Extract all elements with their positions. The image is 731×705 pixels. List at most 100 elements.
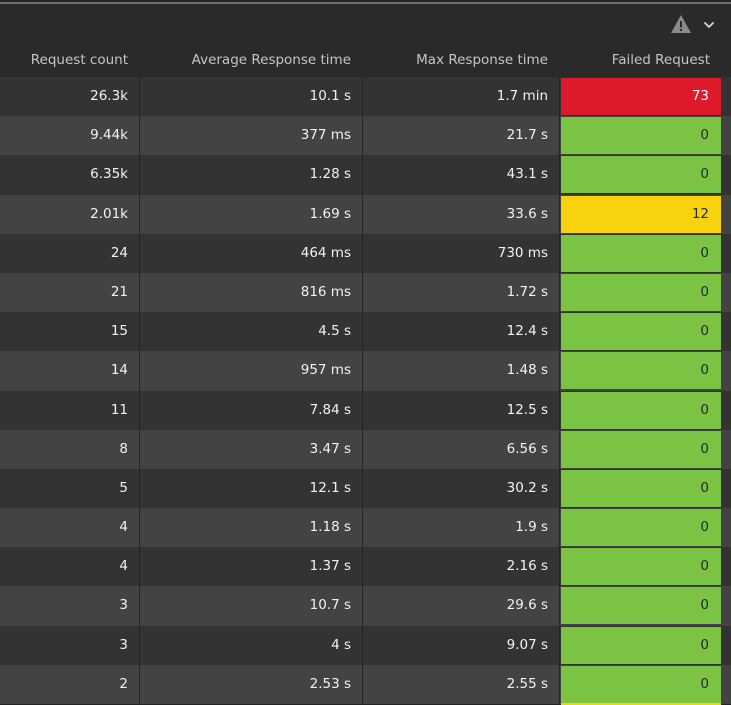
table-row[interactable]: 6.35k 1.28 s 43.1 s 0	[0, 155, 731, 195]
column-divider	[362, 390, 363, 430]
failed-request-value: 0	[700, 401, 709, 418]
max-response-time-cell: 9.07 s	[506, 636, 548, 653]
column-divider	[362, 272, 363, 313]
max-response-time-cell: 29.6 s	[506, 597, 548, 614]
average-response-time-cell: 957 ms	[300, 362, 351, 379]
column-divider	[139, 351, 140, 391]
chevron-down-icon[interactable]	[702, 17, 716, 31]
average-response-time-cell: 2.53 s	[309, 675, 351, 692]
column-divider	[139, 625, 140, 665]
request-count-cell: 14	[110, 362, 128, 379]
table-row[interactable]: 24 464 ms 730 ms 0	[0, 233, 731, 273]
column-divider	[559, 194, 560, 234]
column-divider	[139, 116, 140, 156]
average-response-time-cell: 1.37 s	[309, 558, 351, 575]
failed-request-status-cell: 12	[561, 195, 721, 233]
failed-request-value: 0	[700, 244, 709, 261]
max-response-time-cell: 43.1 s	[506, 166, 548, 183]
column-divider	[139, 77, 140, 117]
average-response-time-cell: 377 ms	[300, 127, 351, 144]
failed-request-value: 73	[691, 88, 709, 104]
failed-request-value: 0	[700, 362, 709, 379]
column-divider	[559, 312, 560, 352]
average-response-time-cell: 12.1 s	[309, 479, 351, 496]
max-response-time-cell: 1.72 s	[506, 283, 548, 300]
table-row[interactable]: 14 957 ms 1.48 s 0	[0, 351, 731, 391]
max-response-time-cell: 30.2 s	[506, 479, 548, 496]
average-response-time-cell: 1.18 s	[309, 519, 351, 536]
column-divider	[559, 272, 560, 313]
column-divider	[139, 272, 140, 313]
table-row[interactable]: 4 1.18 s 1.9 s 0	[0, 508, 731, 548]
column-divider	[559, 77, 560, 117]
column-divider	[362, 77, 363, 117]
table-row[interactable]: 15 4.5 s 12.4 s 0	[0, 312, 731, 352]
column-divider	[559, 116, 560, 156]
request-count-cell: 11	[110, 401, 128, 418]
request-count-cell: 24	[110, 244, 128, 261]
column-header-failed-request[interactable]: Failed Request	[611, 52, 710, 68]
request-count-cell: 15	[110, 323, 128, 340]
column-divider	[139, 429, 140, 469]
request-count-cell: 4	[119, 558, 128, 575]
table-row[interactable]: 3 4 s 9.07 s 0	[0, 625, 731, 665]
failed-request-value: 0	[700, 127, 709, 144]
table-row[interactable]: 2.01k 1.69 s 33.6 s 12	[0, 194, 731, 234]
table-row[interactable]: 8 3.47 s 6.56 s 0	[0, 429, 731, 469]
failed-request-value: 0	[700, 440, 709, 457]
failed-request-value: 0	[700, 479, 709, 496]
column-divider	[362, 586, 363, 626]
request-count-cell: 21	[110, 283, 128, 300]
failed-request-status-cell: 0	[561, 665, 721, 703]
column-divider	[559, 351, 560, 391]
column-divider	[559, 625, 560, 665]
request-count-cell: 4	[119, 519, 128, 536]
table-row[interactable]: 4 1.37 s 2.16 s 0	[0, 547, 731, 587]
table-header-row: Request count Average Response time Max …	[0, 40, 731, 79]
request-count-cell: 6.35k	[90, 166, 128, 183]
column-divider	[362, 233, 363, 273]
average-response-time-cell: 4 s	[331, 636, 351, 653]
column-divider	[362, 351, 363, 391]
max-response-time-cell: 1.7 min	[496, 88, 548, 104]
column-divider	[559, 664, 560, 704]
failed-request-status-cell: 0	[561, 587, 721, 625]
average-response-time-cell: 4.5 s	[318, 323, 351, 340]
column-divider	[139, 390, 140, 430]
column-header-max-response-time[interactable]: Max Response time	[416, 52, 548, 68]
request-count-cell: 5	[119, 479, 128, 496]
max-response-time-cell: 730 ms	[497, 244, 548, 261]
table-row[interactable]: 2 2.53 s 2.55 s 0	[0, 664, 731, 704]
column-divider	[139, 155, 140, 195]
column-header-request-count[interactable]: Request count	[30, 52, 128, 68]
failed-request-status-cell: 0	[561, 548, 721, 586]
column-divider	[559, 155, 560, 195]
panel-toolbar	[0, 4, 731, 40]
table-row[interactable]: 9.44k 377 ms 21.7 s 0	[0, 116, 731, 156]
column-divider	[139, 547, 140, 587]
column-header-average-response-time[interactable]: Average Response time	[191, 52, 351, 68]
failed-request-status-cell: 0	[561, 626, 721, 664]
failed-request-status-cell: 0	[561, 469, 721, 507]
warning-triangle-icon[interactable]	[670, 14, 692, 34]
column-divider	[559, 508, 560, 548]
column-divider	[559, 586, 560, 626]
max-response-time-cell: 33.6 s	[506, 205, 548, 222]
column-divider	[139, 508, 140, 548]
column-divider	[559, 547, 560, 587]
request-count-cell: 2.01k	[90, 205, 128, 222]
table-row[interactable]: 21 816 ms 1.72 s 0	[0, 272, 731, 313]
column-divider	[559, 468, 560, 509]
max-response-time-cell: 12.5 s	[506, 401, 548, 418]
table-row[interactable]: 3 10.7 s 29.6 s 0	[0, 586, 731, 626]
failed-request-value: 0	[700, 636, 709, 653]
failed-request-status-cell: 0	[561, 156, 721, 194]
table-row[interactable]: 11 7.84 s 12.5 s 0	[0, 390, 731, 430]
table-row[interactable]: 5 12.1 s 30.2 s 0	[0, 468, 731, 509]
column-divider	[362, 625, 363, 665]
average-response-time-cell: 3.47 s	[309, 440, 351, 457]
column-divider	[559, 429, 560, 469]
max-response-time-cell: 2.16 s	[506, 558, 548, 575]
table-row[interactable]: 26.3k 10.1 s 1.7 min 73	[0, 77, 731, 117]
